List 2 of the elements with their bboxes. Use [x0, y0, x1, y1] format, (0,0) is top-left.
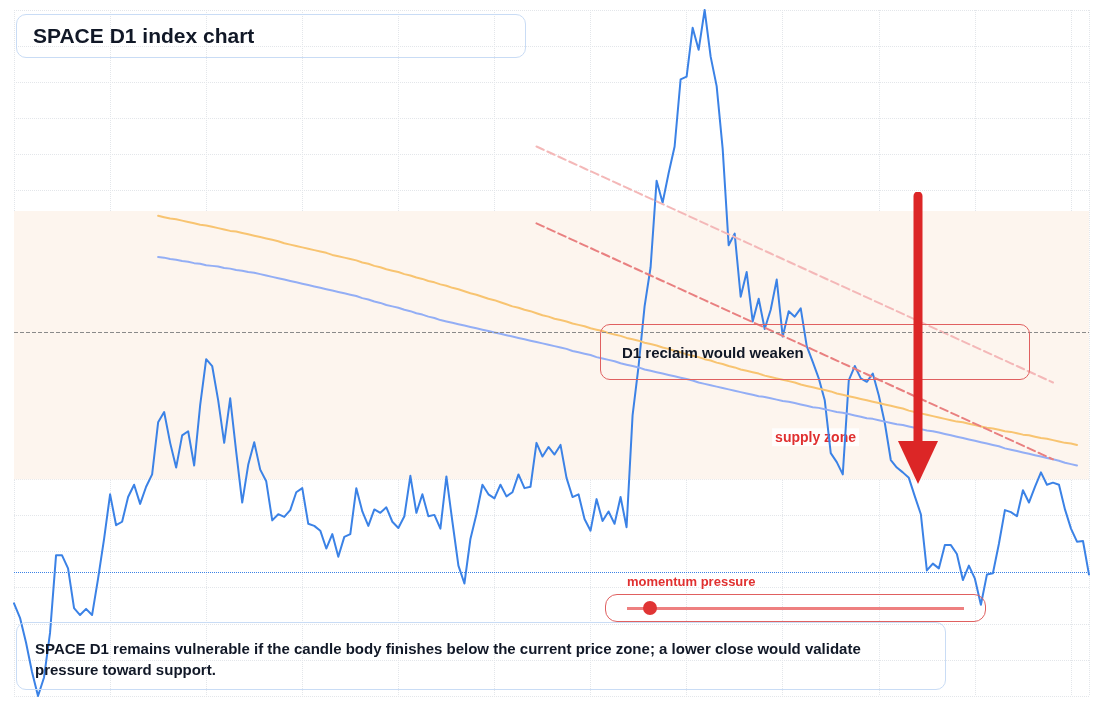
- annotation: momentum pressure: [627, 574, 756, 589]
- text: SPACE D1 index chart: [16, 14, 526, 58]
